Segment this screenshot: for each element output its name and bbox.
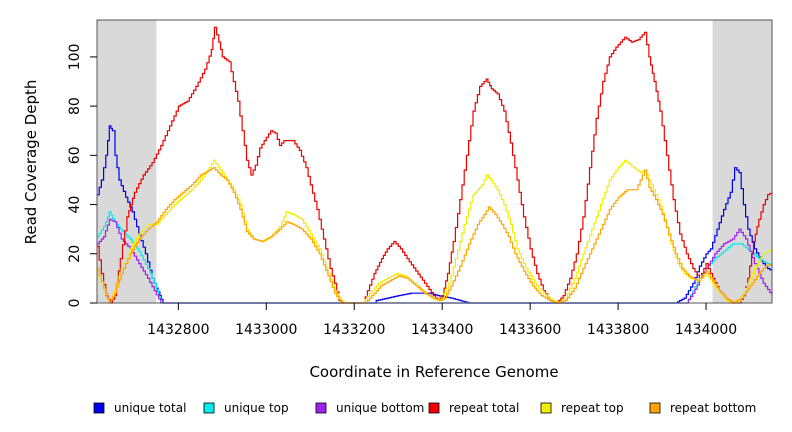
y-axis: 0 20 40 60 80 100 xyxy=(67,44,97,308)
y-tick-label: 20 xyxy=(67,245,83,263)
legend-item-repeat-total: repeat total xyxy=(428,401,519,415)
x-tick-label: 1433400 xyxy=(411,322,473,338)
x-tick-label: 1433200 xyxy=(323,322,385,338)
legend-label: repeat total xyxy=(449,401,519,415)
x-axis: 1432800 1433000 1433200 1433400 1433600 14338… xyxy=(147,303,737,338)
series-line-repeat-bottom xyxy=(97,167,773,304)
legend-item-unique-total: unique total xyxy=(93,401,186,415)
series-line-unique-top xyxy=(97,211,773,304)
legend-label: unique top xyxy=(224,401,289,415)
x-axis-title: Coordinate in Reference Genome xyxy=(309,363,558,381)
y-tick-label: 100 xyxy=(67,44,83,71)
plot-frame xyxy=(96,19,773,304)
y-tick-label: 60 xyxy=(67,146,83,164)
legend-item-repeat-bottom: repeat bottom xyxy=(649,401,756,415)
series-line-unique-total xyxy=(97,125,773,304)
x-tick-label: 1434000 xyxy=(675,322,737,338)
y-axis-title: Read Coverage Depth xyxy=(22,80,40,245)
y-tick-label: 40 xyxy=(67,196,83,214)
legend-label: repeat bottom xyxy=(670,401,756,415)
legend-swatch xyxy=(540,402,552,414)
legend-item-unique-bottom: unique bottom xyxy=(315,401,424,415)
legend-label: unique total xyxy=(114,401,186,415)
shaded-region-2 xyxy=(712,20,772,303)
legend-label: repeat top xyxy=(561,401,624,415)
legend-item-repeat-top: repeat top xyxy=(540,401,624,415)
x-tick-label: 1432800 xyxy=(147,322,209,338)
legend-swatch xyxy=(428,402,440,414)
y-tick-label: 0 xyxy=(67,299,83,308)
y-tick-label: 80 xyxy=(67,97,83,115)
legend-label: unique bottom xyxy=(336,401,424,415)
x-tick-label: 1433000 xyxy=(235,322,297,338)
legend-item-unique-top: unique top xyxy=(203,401,289,415)
legend-swatch xyxy=(649,402,661,414)
legend-swatch xyxy=(93,402,105,414)
legend-swatch xyxy=(315,402,327,414)
shaded-regions xyxy=(97,20,772,303)
x-tick-label: 1433600 xyxy=(499,322,561,338)
legend-swatch xyxy=(203,402,215,414)
shaded-region-1 xyxy=(97,20,157,303)
x-tick-label: 1433800 xyxy=(587,322,649,338)
legend: unique total unique top unique bottom repea… xyxy=(93,401,756,415)
series-line-unique-bottom xyxy=(97,218,773,304)
series-line-repeat-total xyxy=(97,26,773,304)
series-lines xyxy=(97,26,773,304)
